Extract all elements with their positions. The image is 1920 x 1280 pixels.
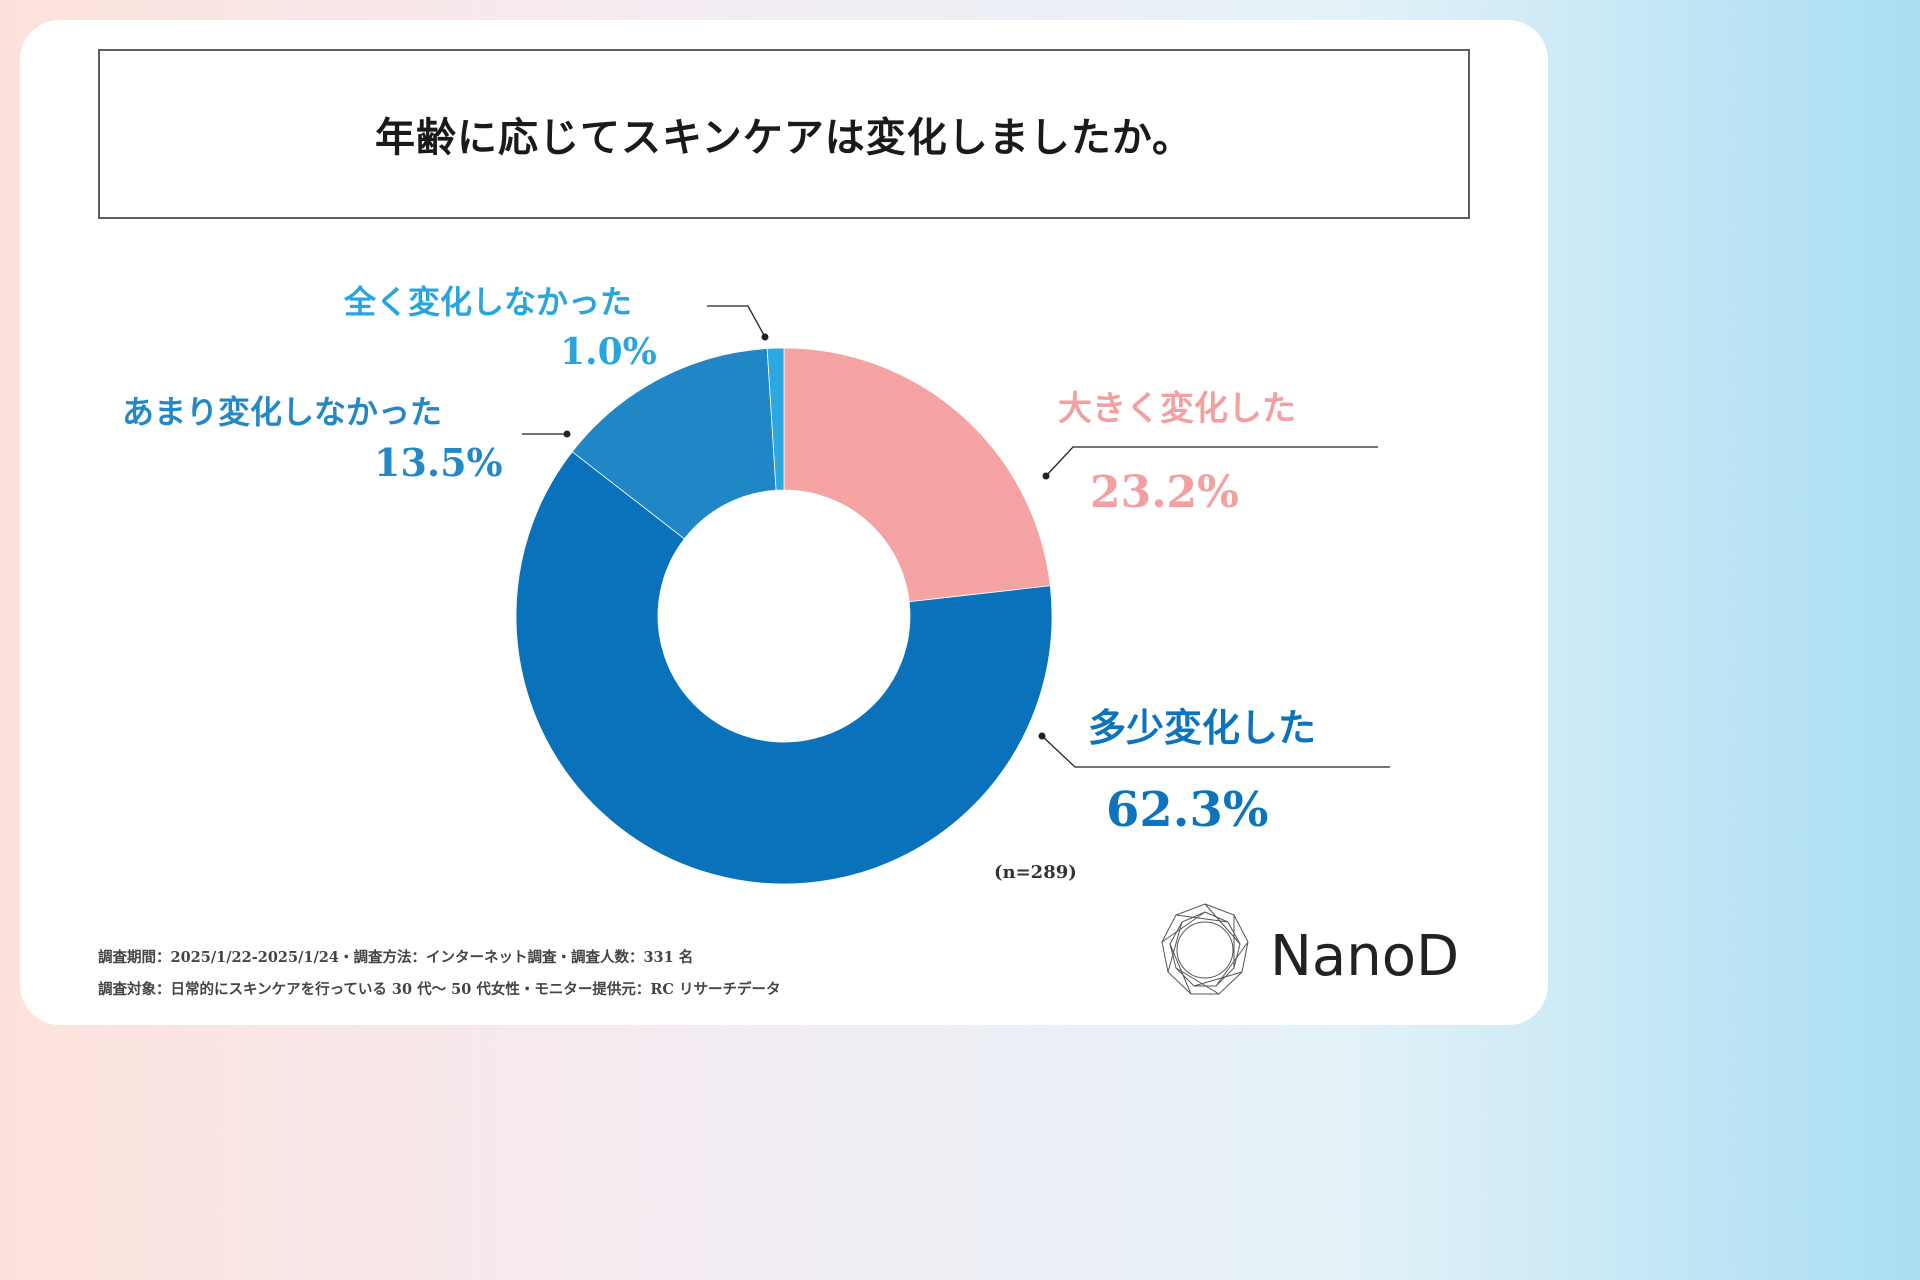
- label-big-change: 大きく変化した: [1058, 389, 1296, 429]
- label-some-change: 多少変化した: [1088, 705, 1317, 750]
- chart-title: 年齢に応じてスキンケアは変化しましたか。: [375, 114, 1193, 161]
- label-little-change: あまり変化しなかった: [122, 393, 443, 431]
- value-no-change: 1.0%: [560, 331, 657, 373]
- diamond-ring-logo-icon: [1161, 903, 1249, 995]
- donut-chart: [515, 305, 1390, 885]
- leader-dot-big-change: [1042, 472, 1050, 480]
- label-no-change: 全く変化しなかった: [344, 283, 633, 321]
- leader-line-big-change: [1045, 446, 1378, 477]
- leader-dot-some-change: [1038, 732, 1046, 740]
- leader-line-some-change: [1041, 735, 1390, 768]
- slice-big-change: [783, 347, 1051, 603]
- value-some-change: 62.3%: [1106, 782, 1269, 838]
- value-big-change: 23.2%: [1090, 467, 1239, 518]
- brand-name: NanoD: [1270, 924, 1460, 989]
- footnote-survey-target: 調査対象：日常的にスキンケアを行っている 30 代〜 50 代女性・モニター提供…: [98, 981, 781, 998]
- sample-size-note: (n=289): [994, 862, 1077, 883]
- leader-dot-no-change: [761, 333, 769, 341]
- slice-little-change: [571, 348, 777, 540]
- footnote-survey-period: 調査期間：2025/1/22-2025/1/24・調査方法：インターネット調査・…: [98, 949, 694, 966]
- leader-dot-little-change: [563, 430, 571, 438]
- slice-some-change: [515, 451, 1053, 885]
- title-box: 年齢に応じてスキンケアは変化しましたか。: [98, 49, 1470, 219]
- value-little-change: 13.5%: [374, 440, 503, 485]
- slice-no-change: [766, 347, 785, 491]
- leader-line-no-change: [707, 305, 766, 338]
